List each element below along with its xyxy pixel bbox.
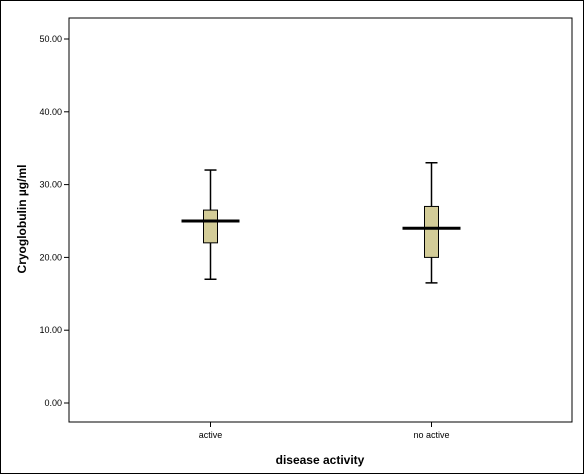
y-tick-label: 40.00 bbox=[39, 107, 62, 117]
iqr-box bbox=[424, 205, 439, 258]
box-no-active bbox=[402, 162, 461, 284]
x-tick-label: active bbox=[199, 430, 223, 440]
plot-area bbox=[68, 17, 573, 423]
y-tick-label: 0.00 bbox=[44, 398, 62, 408]
x-axis-title: disease activity bbox=[276, 453, 365, 467]
iqr-box bbox=[203, 209, 218, 244]
box-active bbox=[181, 169, 240, 280]
y-axis-title: Cryoglobulin µg/ml bbox=[15, 165, 29, 274]
y-axis: 0.00 10.00 20.00 30.00 40.00 50.00 bbox=[39, 34, 69, 408]
y-tick-label: 20.00 bbox=[39, 252, 62, 262]
y-tick-label: 50.00 bbox=[39, 34, 62, 44]
box-series bbox=[181, 162, 461, 284]
x-tick-label: no active bbox=[413, 430, 449, 440]
y-tick-label: 10.00 bbox=[39, 325, 62, 335]
y-tick-label: 30.00 bbox=[39, 180, 62, 190]
x-axis: active no active bbox=[199, 422, 450, 440]
